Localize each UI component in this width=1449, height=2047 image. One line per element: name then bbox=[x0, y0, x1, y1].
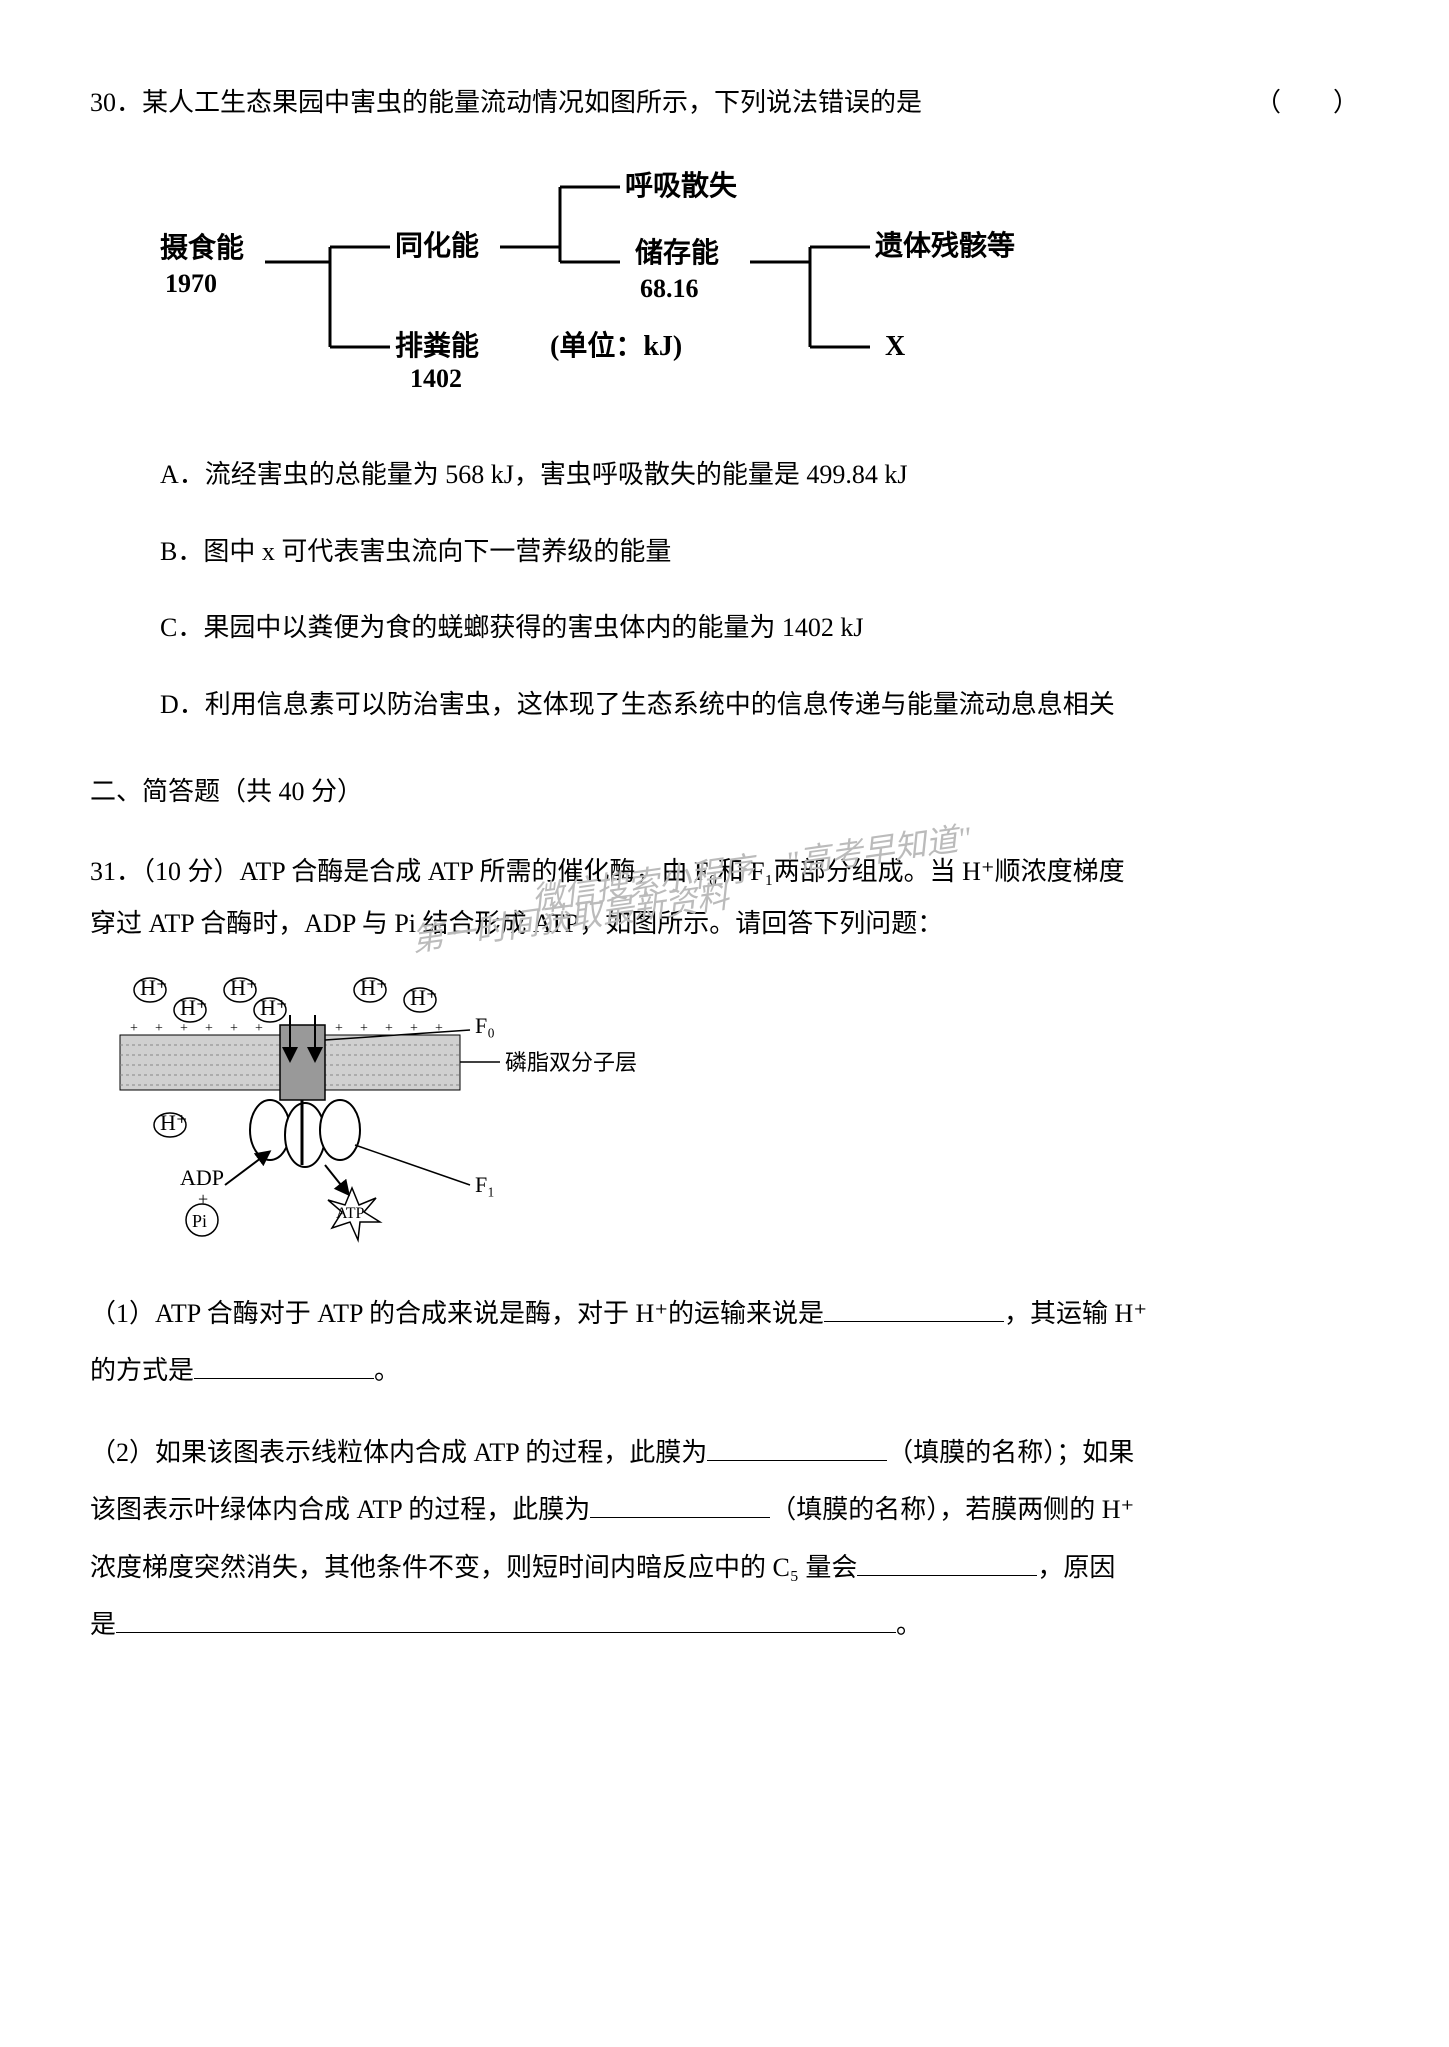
blank-6[interactable] bbox=[116, 1602, 896, 1633]
blank-2[interactable] bbox=[194, 1348, 374, 1379]
sub2-p5: 浓度梯度突然消失，其他条件不变，则短时间内暗反应中的 C₅ 量会 bbox=[90, 1553, 857, 1582]
membrane-label: 磷脂双分子层 bbox=[505, 1050, 637, 1075]
h-ions-top: H⁺ H⁺ H⁺ H⁺ H⁺ H⁺ bbox=[134, 975, 438, 1022]
q31-line2: 穿过 ATP 合酶时，ADP 与 Pi 结合形成 ATP，如图所示。请回答下列问… bbox=[90, 898, 1359, 950]
q30-paren: （ ） bbox=[1255, 80, 1359, 127]
sub2-p6: ，原因 bbox=[1037, 1553, 1115, 1582]
blank-4[interactable] bbox=[590, 1487, 770, 1518]
feces-value: 1402 bbox=[410, 364, 462, 393]
assim-label: 同化能 bbox=[395, 230, 479, 262]
sub2-p2: （填膜的名称）；如果 bbox=[887, 1438, 1134, 1467]
sub2-p1: （2）如果该图表示线粒体内合成 ATP 的过程，此膜为 bbox=[90, 1438, 707, 1467]
svg-text:+: + bbox=[435, 1021, 443, 1036]
f1-complex bbox=[250, 1100, 360, 1167]
f0-channel bbox=[280, 1025, 325, 1100]
svg-text:+: + bbox=[335, 1021, 343, 1036]
blank-5[interactable] bbox=[857, 1544, 1037, 1575]
svg-text:+: + bbox=[180, 1021, 188, 1036]
intake-label: 摄食能 bbox=[160, 231, 244, 264]
option-d: D．利用信息素可以防治害虫，这体现了生态系统中的信息传递与能量流动息息相关 bbox=[160, 682, 1359, 729]
atp-synthase-diagram: H⁺ H⁺ H⁺ H⁺ H⁺ H⁺ ++++++ +++++ bbox=[110, 970, 1359, 1255]
f1-label: F₁ bbox=[475, 1172, 495, 1197]
q30-text: 30．某人工生态果园中害虫的能量流动情况如图所示，下列说法错误的是 bbox=[90, 80, 1215, 127]
svg-text:+: + bbox=[155, 1021, 163, 1036]
sub2-p7: 是 bbox=[90, 1610, 116, 1639]
blank-3[interactable] bbox=[707, 1430, 887, 1461]
atp-arrow bbox=[325, 1165, 345, 1190]
x-label: X bbox=[885, 331, 905, 362]
q30-stem-text: 某人工生态果园中害虫的能量流动情况如图所示，下列说法错误的是 bbox=[142, 88, 922, 117]
sub1-p2: ，其运输 H⁺ bbox=[1004, 1299, 1147, 1328]
svg-text:H⁺: H⁺ bbox=[410, 985, 438, 1010]
svg-text:H⁺: H⁺ bbox=[360, 975, 388, 1000]
f1-line bbox=[355, 1145, 470, 1185]
sub2-p3: 该图表示叶绿体内合成 ATP 的过程，此膜为 bbox=[90, 1495, 590, 1524]
f0-label: F₀ bbox=[475, 1013, 495, 1038]
svg-text:H⁺: H⁺ bbox=[260, 995, 288, 1020]
sub1-p3: 的方式是 bbox=[90, 1356, 194, 1385]
option-c: C．果园中以粪便为食的蜣螂获得的害虫体内的能量为 1402 kJ bbox=[160, 605, 1359, 652]
q30-number: 30． bbox=[90, 88, 142, 117]
svg-text:H⁺: H⁺ bbox=[140, 975, 168, 1000]
storage-label: 储存能 bbox=[635, 236, 719, 269]
section2-header: 二、简答题（共 40 分） bbox=[90, 769, 1359, 816]
adp-label: ADP bbox=[180, 1165, 224, 1190]
remains-label: 遗体残骸等 bbox=[875, 229, 1015, 262]
q31-sub2: （2）如果该图表示线粒体内合成 ATP 的过程，此膜为 （填膜的名称）；如果 该图… bbox=[90, 1424, 1359, 1653]
svg-text:+: + bbox=[130, 1021, 138, 1036]
q31-line1: 31．（10 分）ATP 合酶是合成 ATP 所需的催化酶，由 F₀和 F₁两部… bbox=[90, 846, 1359, 898]
storage-value: 68.16 bbox=[640, 274, 699, 303]
svg-text:+: + bbox=[385, 1021, 393, 1036]
feces-label: 排粪能 bbox=[395, 330, 479, 362]
unit-label: (单位：kJ) bbox=[550, 329, 682, 362]
svg-text:+: + bbox=[205, 1021, 213, 1036]
sub1-p1: （1）ATP 合酶对于 ATP 的合成来说是酶，对于 H⁺的运输来说是 bbox=[90, 1299, 824, 1328]
q31-stem: 微信搜索小程序 "高考早知道" 第一时间获取最新资料 31．（10 分）ATP … bbox=[90, 846, 1359, 950]
q31-sub1: （1）ATP 合酶对于 ATP 的合成来说是酶，对于 H⁺的运输来说是 ，其运输 … bbox=[90, 1285, 1359, 1399]
atp-svg: H⁺ H⁺ H⁺ H⁺ H⁺ H⁺ ++++++ +++++ bbox=[110, 970, 710, 1250]
q30-stem: 30．某人工生态果园中害虫的能量流动情况如图所示，下列说法错误的是 （ ） bbox=[90, 80, 1359, 127]
svg-text:H⁺: H⁺ bbox=[180, 995, 208, 1020]
resp-label: 呼吸散失 bbox=[625, 170, 738, 202]
sub2-p8: 。 bbox=[896, 1610, 922, 1639]
energy-flow-diagram: 摄食能 1970 同化能 排粪能 1402 呼吸散失 储存能 68.16 (单位… bbox=[110, 147, 1359, 412]
option-b: B．图中 x 可代表害虫流向下一营养级的能量 bbox=[160, 529, 1359, 576]
svg-text:H⁺: H⁺ bbox=[160, 1110, 188, 1135]
svg-text:H⁺: H⁺ bbox=[230, 975, 258, 1000]
energy-svg: 摄食能 1970 同化能 排粪能 1402 呼吸散失 储存能 68.16 (单位… bbox=[110, 147, 1210, 407]
svg-text:+: + bbox=[255, 1021, 263, 1036]
svg-text:+: + bbox=[360, 1021, 368, 1036]
sub2-p4: （填膜的名称），若膜两侧的 H⁺ bbox=[770, 1495, 1134, 1524]
pi-label: Pi bbox=[192, 1211, 207, 1231]
q30-options: A．流经害虫的总能量为 568 kJ，害虫呼吸散失的能量是 499.84 kJ … bbox=[160, 452, 1359, 729]
adp-arrow bbox=[225, 1155, 265, 1185]
sub1-p4: 。 bbox=[374, 1356, 400, 1385]
atp-label: ATP bbox=[336, 1205, 365, 1222]
blank-1[interactable] bbox=[824, 1291, 1004, 1322]
intake-value: 1970 bbox=[165, 269, 217, 298]
atp-star: ATP bbox=[328, 1188, 380, 1240]
svg-text:+: + bbox=[230, 1021, 238, 1036]
option-a: A．流经害虫的总能量为 568 kJ，害虫呼吸散失的能量是 499.84 kJ bbox=[160, 452, 1359, 499]
